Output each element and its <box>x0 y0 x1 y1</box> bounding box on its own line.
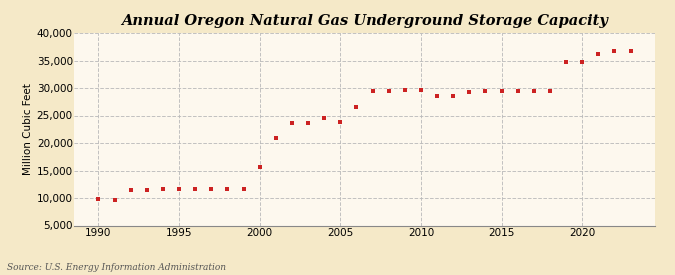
Point <box>480 89 491 93</box>
Point <box>222 186 233 191</box>
Y-axis label: Million Cubic Feet: Million Cubic Feet <box>22 83 32 175</box>
Point <box>529 89 539 93</box>
Point <box>109 197 120 202</box>
Point <box>190 186 200 191</box>
Point <box>287 120 298 125</box>
Point <box>335 119 346 124</box>
Point <box>400 88 410 92</box>
Title: Annual Oregon Natural Gas Underground Storage Capacity: Annual Oregon Natural Gas Underground St… <box>121 14 608 28</box>
Point <box>238 186 249 191</box>
Point <box>157 186 168 191</box>
Point <box>512 89 523 93</box>
Point <box>545 89 556 93</box>
Point <box>577 59 588 64</box>
Point <box>351 104 362 109</box>
Point <box>609 49 620 53</box>
Point <box>142 188 153 192</box>
Point <box>319 116 329 120</box>
Point <box>448 94 458 98</box>
Point <box>126 188 136 192</box>
Point <box>496 89 507 93</box>
Point <box>464 90 475 94</box>
Point <box>271 136 281 140</box>
Point <box>593 52 603 56</box>
Point <box>416 87 427 92</box>
Point <box>625 49 636 53</box>
Point <box>302 120 313 125</box>
Point <box>367 89 378 93</box>
Point <box>383 89 394 94</box>
Point <box>206 186 217 191</box>
Point <box>173 186 184 191</box>
Point <box>93 197 104 201</box>
Point <box>254 164 265 169</box>
Text: Source: U.S. Energy Information Administration: Source: U.S. Energy Information Administ… <box>7 263 225 272</box>
Point <box>432 94 443 98</box>
Point <box>561 59 572 64</box>
